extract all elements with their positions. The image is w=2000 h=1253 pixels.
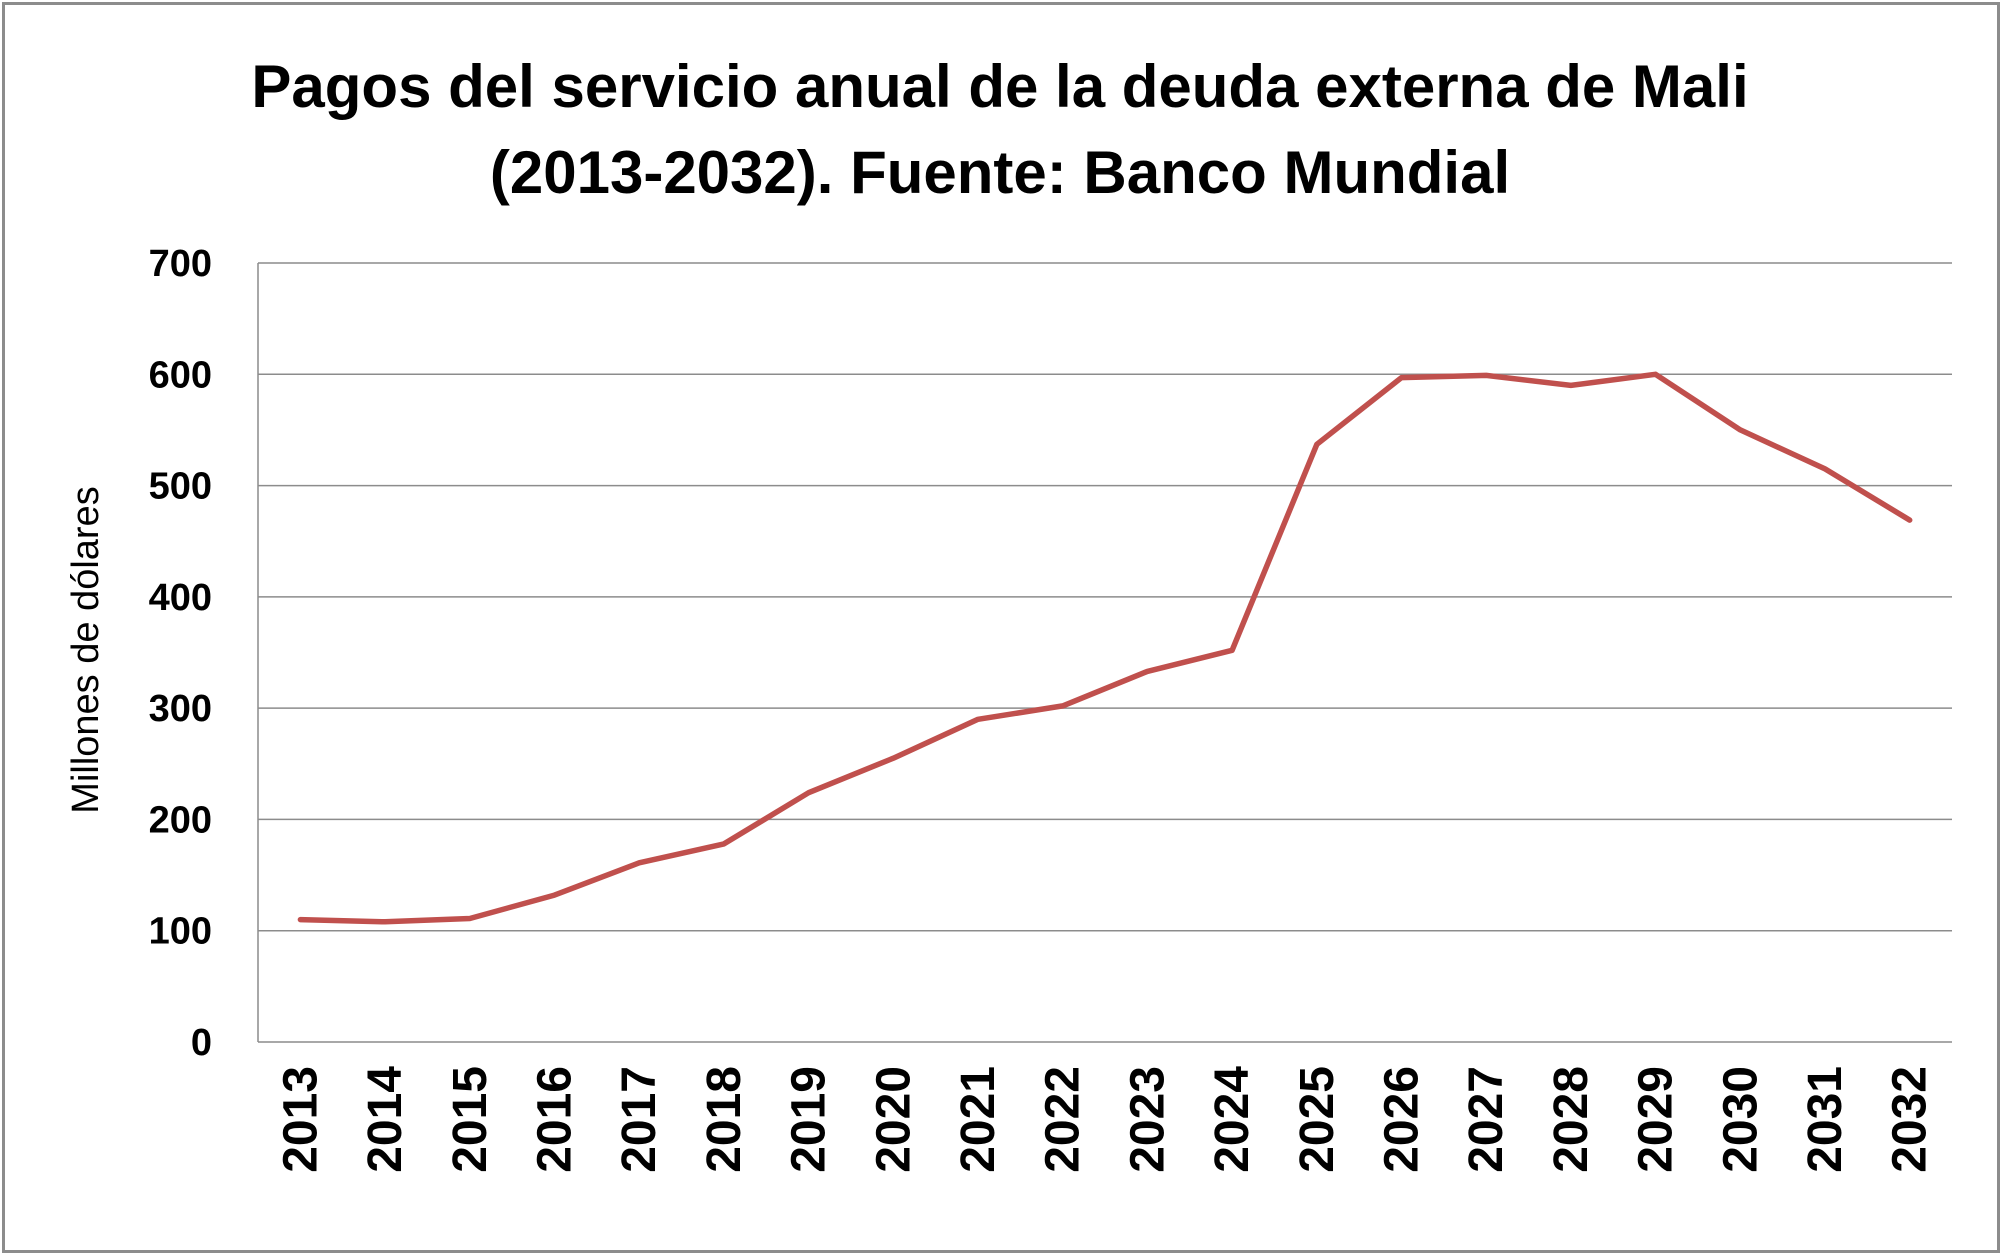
series-line-0 — [297, 371, 1913, 925]
y-tick-label-400: 400 — [149, 577, 212, 619]
data-point-2032 — [1907, 518, 1912, 523]
y-tick-label-600: 600 — [149, 354, 212, 396]
x-tick-label-2018: 2018 — [698, 1066, 751, 1173]
data-point-2018 — [721, 841, 726, 846]
y-tick-label-0: 0 — [191, 1022, 212, 1064]
x-tick-label-2013: 2013 — [274, 1066, 327, 1173]
x-tick-label-2016: 2016 — [528, 1066, 581, 1173]
data-point-2026 — [1399, 375, 1404, 380]
data-point-2016 — [552, 893, 557, 898]
data-point-2014 — [383, 919, 388, 924]
data-point-2030 — [1738, 427, 1743, 432]
chart-title-line-2: (2013-2032). Fuente: Banco Mundial — [489, 139, 1511, 206]
y-axis-title: Millones de dólares — [65, 486, 107, 813]
x-tick-label-2017: 2017 — [613, 1066, 666, 1173]
data-point-2019 — [806, 790, 811, 795]
x-tick-label-2023: 2023 — [1121, 1066, 1174, 1173]
x-tick-label-2027: 2027 — [1460, 1066, 1513, 1173]
x-tick-label-2030: 2030 — [1714, 1066, 1767, 1173]
y-tick-label-500: 500 — [149, 466, 212, 508]
data-point-2023 — [1145, 669, 1150, 674]
data-point-2025 — [1314, 442, 1319, 447]
y-tick-labels: 0 100 200 300 400 500 600 700 — [149, 243, 212, 1064]
data-point-2024 — [1230, 648, 1235, 653]
x-tick-label-2020: 2020 — [867, 1066, 920, 1173]
x-tick-label-2021: 2021 — [952, 1066, 1005, 1173]
y-tick-label-100: 100 — [149, 911, 212, 953]
data-point-2017 — [637, 860, 642, 865]
axes — [257, 263, 1952, 1043]
x-tick-label-2024: 2024 — [1206, 1066, 1259, 1173]
data-point-2022 — [1060, 703, 1065, 708]
x-tick-label-2029: 2029 — [1630, 1066, 1683, 1173]
y-tick-label-300: 300 — [149, 688, 212, 730]
gridlines — [258, 262, 1952, 932]
x-tick-label-2032: 2032 — [1884, 1066, 1937, 1173]
data-point-2031 — [1822, 466, 1827, 471]
data-point-2020 — [891, 756, 896, 761]
series-lines — [297, 371, 1913, 925]
data-point-2015 — [467, 916, 472, 921]
data-point-2029 — [1653, 372, 1658, 377]
x-tick-label-2019: 2019 — [783, 1066, 836, 1173]
x-tick-label-2028: 2028 — [1545, 1066, 1598, 1173]
y-tick-label-700: 700 — [149, 243, 212, 285]
x-tick-label-2026: 2026 — [1375, 1066, 1428, 1173]
x-tick-label-2022: 2022 — [1037, 1066, 1090, 1173]
x-tick-label-2014: 2014 — [359, 1066, 412, 1173]
chart-title: Pagos del servicio anual de la deuda ext… — [0, 44, 2000, 216]
data-point-2027 — [1484, 373, 1489, 378]
y-tick-label-200: 200 — [149, 799, 212, 841]
data-point-2021 — [975, 717, 980, 722]
data-point-2028 — [1568, 383, 1573, 388]
data-point-2013 — [298, 917, 303, 922]
x-tick-label-2015: 2015 — [444, 1066, 497, 1173]
chart-title-line-1: Pagos del servicio anual de la deuda ext… — [251, 53, 1749, 120]
x-tick-label-2031: 2031 — [1799, 1066, 1852, 1173]
x-tick-label-2025: 2025 — [1291, 1066, 1344, 1173]
x-tick-labels: 2013 2014 2015 2016 2017 2018 2019 2020 2021 2022… — [274, 1066, 1936, 1173]
